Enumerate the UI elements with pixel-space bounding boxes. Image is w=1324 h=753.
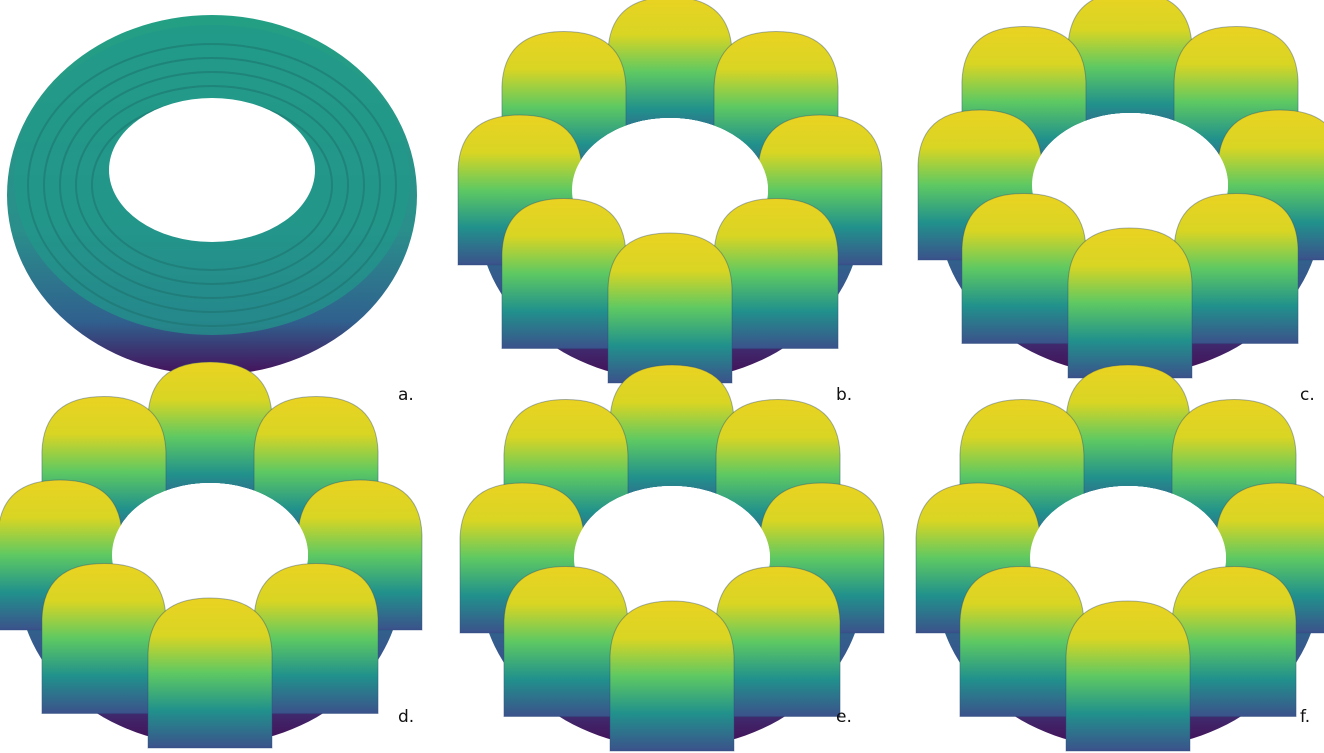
hole [572, 118, 768, 262]
panel-label: c. [1300, 385, 1315, 405]
lobe [715, 565, 841, 717]
lobe [1067, 0, 1193, 143]
lobe [1173, 192, 1299, 344]
hole [109, 98, 315, 242]
hole [1032, 113, 1228, 257]
hole [1030, 486, 1226, 630]
ring-ridge [75, 85, 349, 285]
lobe [41, 562, 167, 714]
lobe [1171, 565, 1297, 717]
lobe [713, 197, 839, 349]
panel-label: b. [836, 385, 852, 405]
lobe [501, 197, 627, 349]
lobe [253, 562, 379, 714]
lobe [609, 364, 735, 516]
ring-ridge [43, 57, 381, 313]
lobe [1067, 227, 1193, 379]
ring-ridge [59, 71, 365, 299]
lobe [607, 0, 733, 148]
hole [112, 483, 308, 627]
lobe [1065, 600, 1191, 752]
lobe [609, 600, 735, 752]
lobe [147, 361, 273, 513]
hole [574, 486, 770, 630]
panel-label: a. [398, 385, 414, 405]
panel-label: e. [836, 707, 852, 727]
lobe [1065, 364, 1191, 516]
ring-ridge [27, 43, 397, 327]
panel-label: f. [1300, 707, 1310, 727]
panel-label: d. [398, 707, 414, 727]
lobe [503, 565, 629, 717]
lobe [607, 232, 733, 384]
lobe [961, 192, 1087, 344]
lobe [959, 565, 1085, 717]
lobe [147, 597, 273, 749]
